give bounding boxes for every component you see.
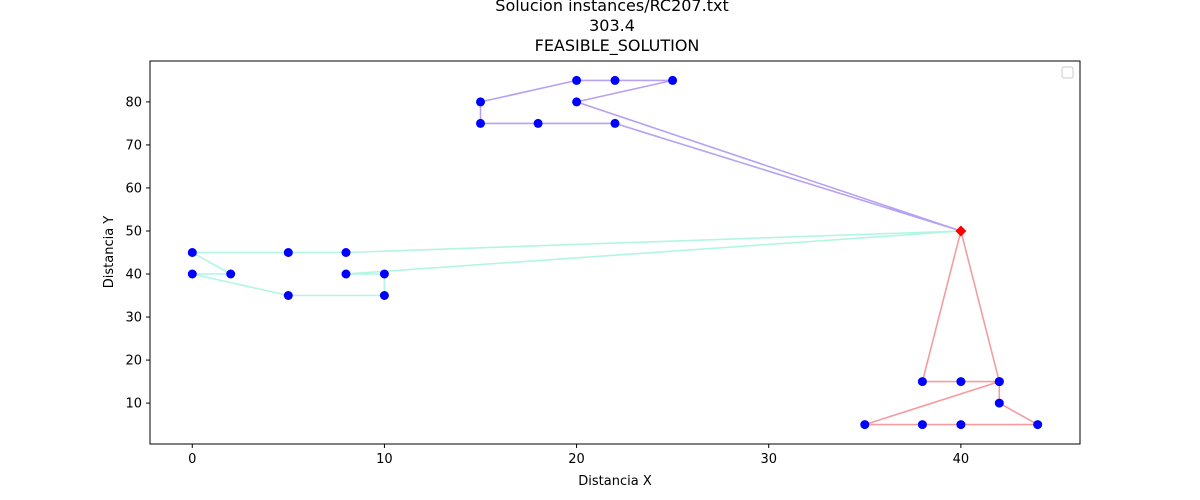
customer-point-16: [379, 269, 389, 279]
x-tick-label: 40: [953, 452, 970, 467]
customer-point-7: [668, 75, 678, 85]
title-line-2: 303.4: [589, 16, 635, 35]
legend-box: [1061, 66, 1074, 79]
customer-point-13: [187, 269, 197, 279]
customer-point-9: [341, 248, 351, 257]
customer-point-8: [572, 97, 582, 107]
points-layer: [187, 75, 1043, 430]
depot-point: [955, 225, 967, 237]
y-tick-label: 30: [125, 311, 142, 326]
customer-point-19: [956, 377, 966, 387]
y-tick-label: 10: [125, 397, 142, 412]
x-tick-label: 20: [568, 452, 585, 467]
y-tick-label: 70: [125, 138, 142, 153]
y-axis-ticks: 10 20 30 40 50 60 70 80: [125, 95, 150, 412]
customer-point-3: [476, 118, 485, 128]
y-axis-label: Distancia Y: [102, 216, 117, 289]
customer-point-22: [917, 420, 927, 430]
customer-point-2: [533, 118, 543, 128]
x-axis-label: Distancia X: [578, 474, 652, 489]
chart-title: Solucion instances/RC207.txt 303.4 FEASI…: [495, 0, 728, 56]
y-tick-label: 40: [125, 268, 142, 283]
customer-point-23: [956, 420, 966, 430]
customer-point-4: [476, 97, 485, 107]
x-tick-label: 30: [760, 452, 777, 467]
title-line-3: FEASIBLE_SOLUTION: [535, 36, 700, 56]
customer-point-6: [610, 75, 620, 85]
plot-frame: [149, 60, 1081, 445]
customer-point-1: [610, 118, 620, 128]
y-tick-label: 60: [125, 181, 142, 196]
customer-point-10: [283, 248, 293, 257]
customer-point-17: [341, 269, 351, 279]
x-tick-label: 0: [188, 452, 196, 467]
customer-point-5: [572, 75, 582, 85]
customer-point-26: [994, 377, 1004, 387]
x-axis-ticks: 0 10 20 30 40: [188, 444, 969, 467]
y-tick-label: 20: [125, 354, 142, 369]
customer-point-15: [379, 291, 389, 300]
title-line-1: Solucion instances/RC207.txt: [495, 0, 728, 15]
customer-point-18: [917, 377, 927, 387]
route-line-1: [479, 79, 962, 232]
customer-point-14: [283, 291, 293, 300]
y-tick-label: 50: [125, 224, 142, 239]
customer-point-21: [860, 420, 870, 430]
customer-point-25: [994, 398, 1004, 408]
customer-point-12: [226, 269, 236, 279]
x-tick-label: 10: [376, 452, 393, 467]
customer-point-11: [187, 248, 197, 257]
customer-point-24: [1033, 420, 1043, 430]
y-tick-label: 80: [125, 95, 142, 110]
